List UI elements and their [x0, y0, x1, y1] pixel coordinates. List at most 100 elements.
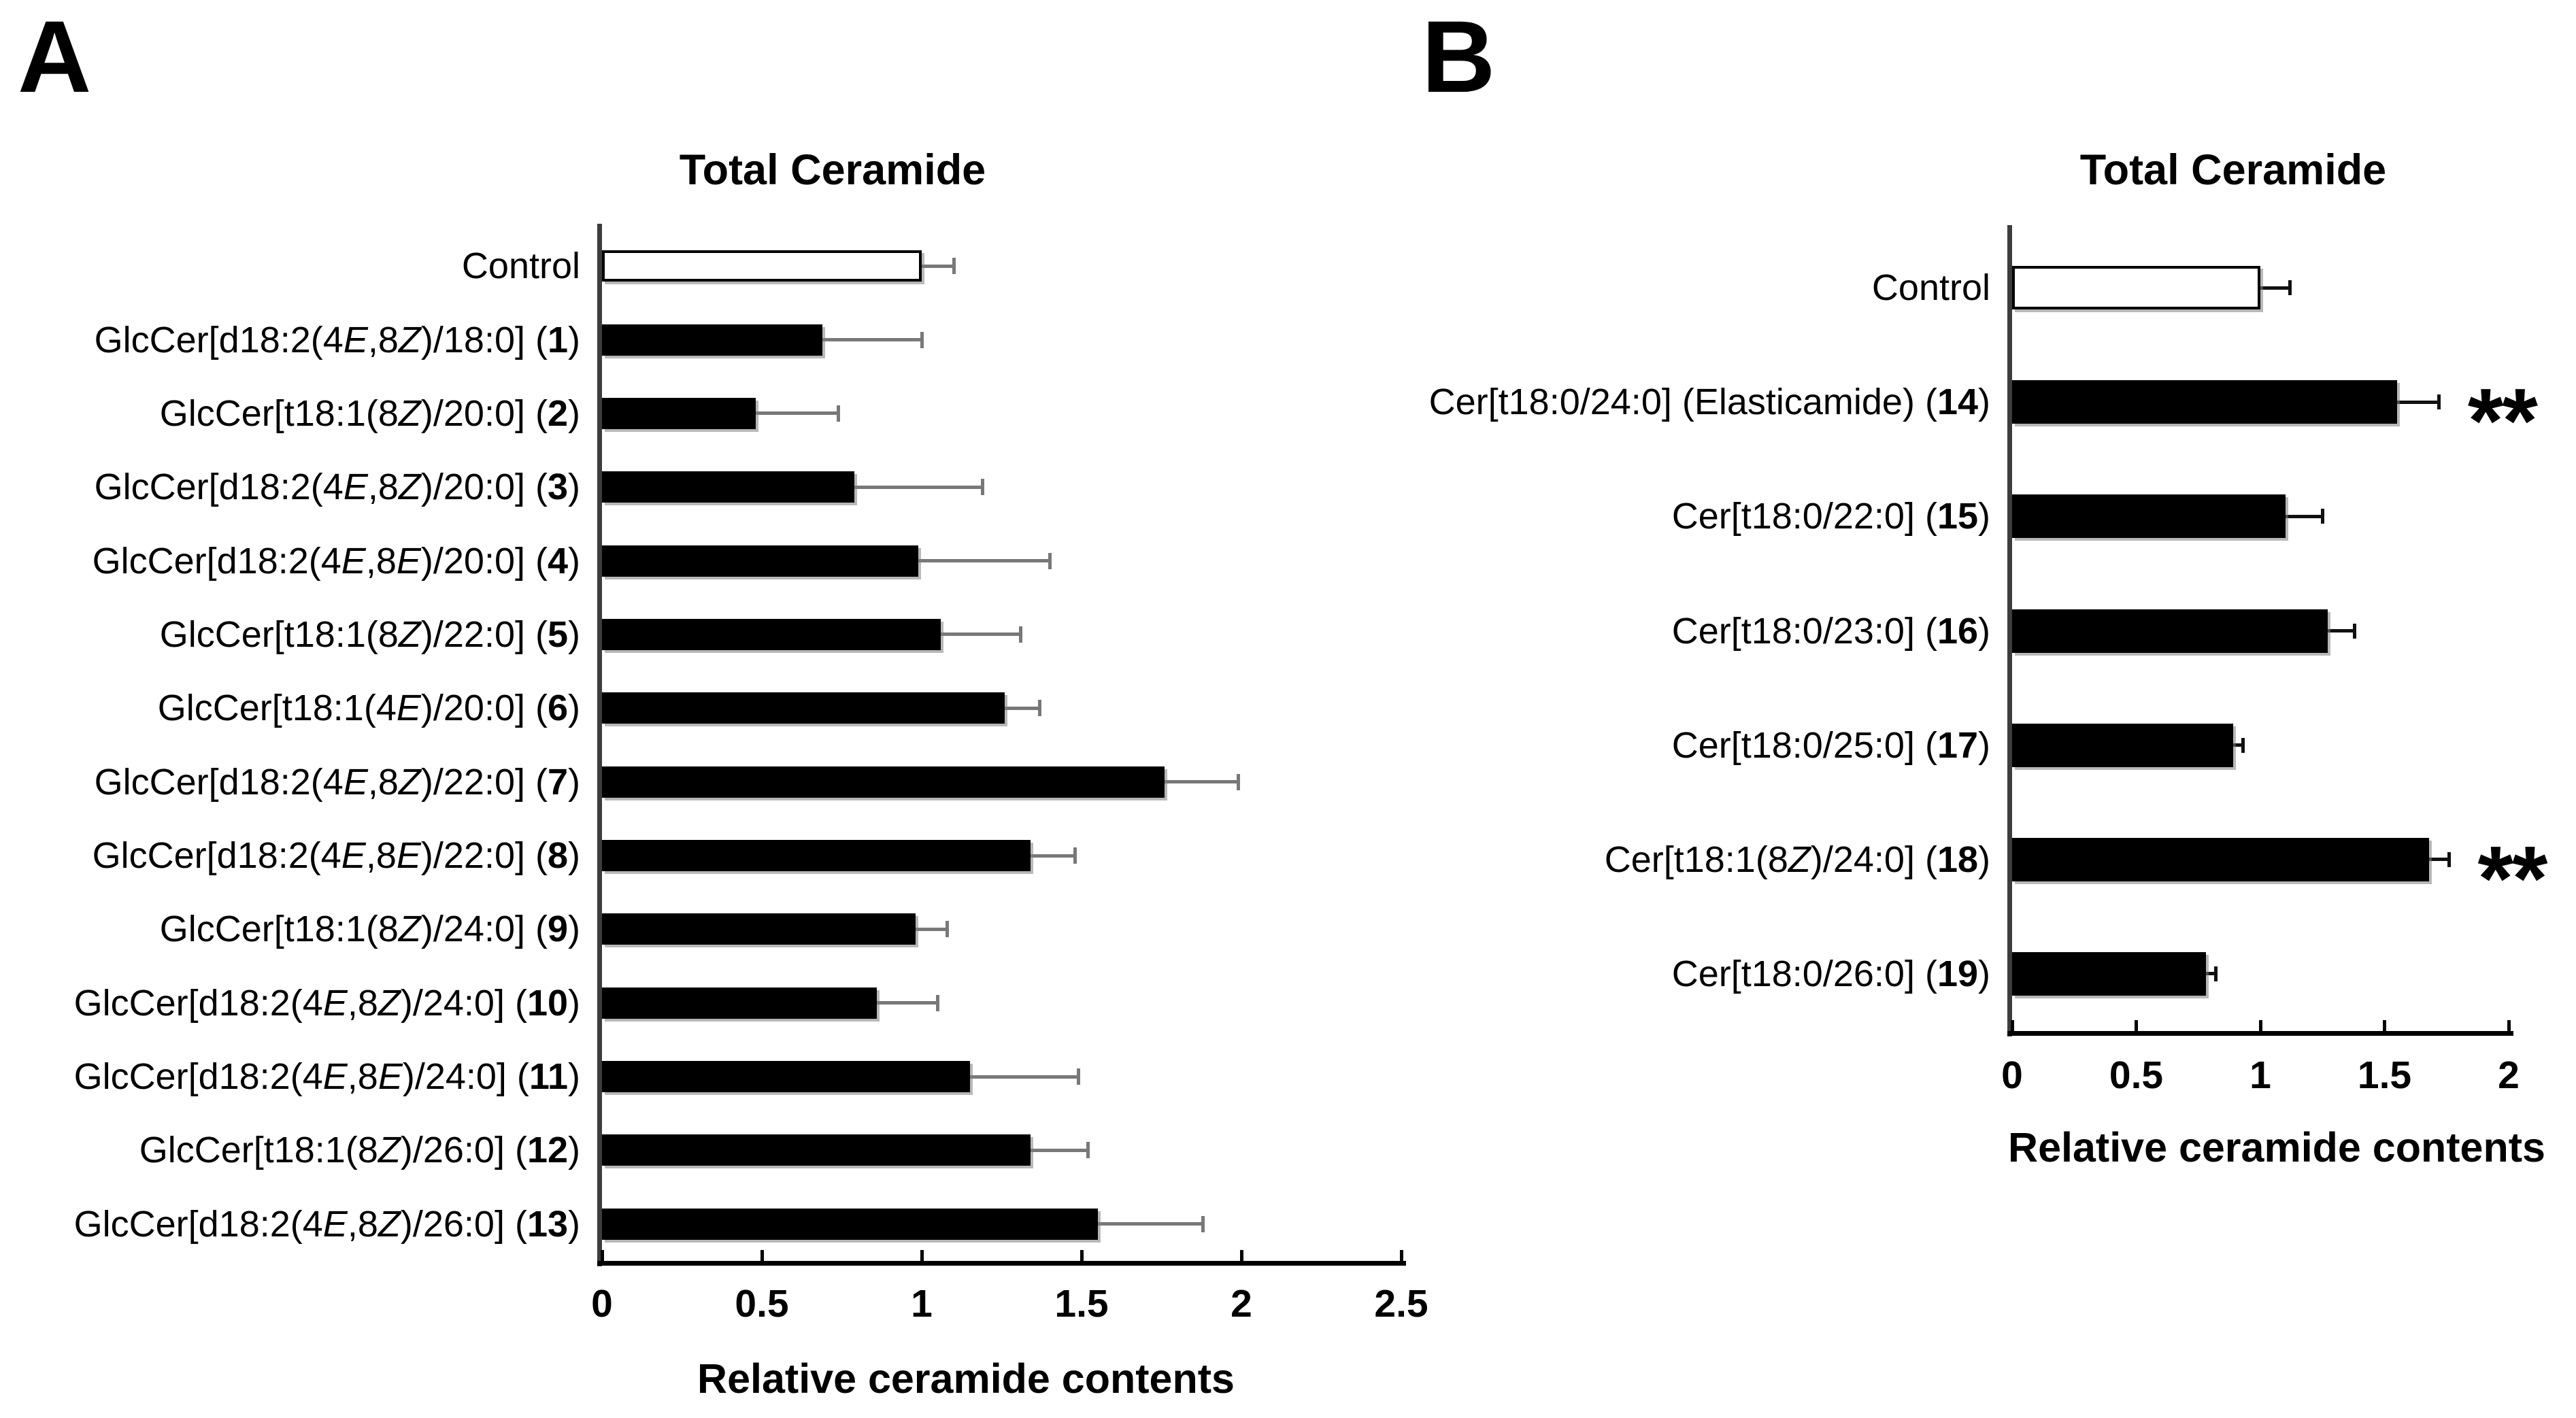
error-bar-cap — [1038, 700, 1042, 717]
x-axis-tick — [2010, 1020, 2014, 1034]
x-axis-tick — [1080, 1250, 1084, 1264]
error-bar-line — [917, 559, 1050, 563]
error-bar-line — [1003, 706, 1040, 710]
x-axis-tick-label: 0.5 — [2109, 1053, 2164, 1097]
error-bar-line — [939, 632, 1021, 637]
category-label: Cer[t18:0/23:0] (16) — [1671, 610, 1990, 652]
x-axis-tick-label: 2.5 — [1374, 1282, 1428, 1326]
bar — [2012, 951, 2206, 996]
category-label: Control — [1871, 267, 1990, 309]
bar — [602, 545, 919, 577]
x-axis-tick-label: 0 — [591, 1282, 613, 1326]
category-label: GlcCer[t18:1(8Z)/22:0] (5) — [159, 613, 580, 655]
error-bar-cap — [1076, 1068, 1080, 1085]
bar — [602, 913, 916, 945]
y-axis-line — [597, 224, 602, 1266]
error-bar-line — [2326, 629, 2355, 632]
error-bar-line — [754, 411, 839, 416]
x-axis-tick — [760, 1250, 764, 1264]
error-bar-cap — [946, 921, 950, 938]
x-axis-tick-label: 1.5 — [2357, 1053, 2412, 1097]
x-axis-line — [597, 1261, 1406, 1266]
error-bar-line — [2231, 743, 2243, 747]
bar — [602, 324, 823, 356]
y-axis-line — [2007, 225, 2012, 1036]
x-axis-tick-label: 1 — [2249, 1053, 2271, 1097]
bar — [602, 840, 1031, 872]
bar — [602, 1208, 1098, 1240]
panel-b-title: Total Ceramide — [2079, 146, 2387, 194]
category-label: GlcCer[d18:2(4E,8Z)/22:0] (7) — [94, 761, 580, 803]
error-bar-cap — [936, 994, 939, 1011]
bar — [2012, 837, 2430, 881]
category-label: GlcCer[d18:2(4E,8Z)/24:0] (10) — [73, 982, 580, 1024]
bar — [602, 1061, 970, 1093]
error-bar-line — [2395, 400, 2439, 404]
error-bar-cap — [1048, 552, 1052, 569]
error-bar-line — [1096, 1222, 1203, 1226]
x-axis-tick — [920, 1250, 924, 1264]
bar — [602, 618, 941, 650]
bar — [602, 692, 1005, 724]
x-axis-tick-label: 1 — [911, 1282, 933, 1326]
bar — [602, 766, 1165, 798]
error-bar-line — [875, 1001, 938, 1005]
error-bar-cap — [2288, 280, 2292, 296]
error-bar-cap — [1073, 847, 1077, 864]
x-axis-tick-label: 1.5 — [1054, 1282, 1109, 1326]
x-axis-tick — [2135, 1020, 2138, 1034]
error-bar-cap — [837, 405, 841, 422]
error-bar-line — [1028, 854, 1075, 858]
panel-a-letter: A — [18, 0, 92, 114]
category-label: GlcCer[t18:1(8Z)/20:0] (2) — [159, 392, 580, 434]
bar — [2012, 609, 2328, 653]
category-label: Cer[t18:0/26:0] (19) — [1671, 953, 1990, 994]
x-axis-tick-label: 2 — [1231, 1282, 1252, 1326]
bar — [602, 250, 922, 282]
x-axis-tick — [2258, 1020, 2262, 1034]
bar — [2012, 380, 2397, 424]
category-label: Cer[t18:1(8Z)/24:0] (18) — [1604, 839, 1990, 880]
error-bar-line — [914, 927, 948, 931]
error-bar-cap — [980, 479, 984, 496]
x-axis-tick — [2383, 1020, 2386, 1034]
bar — [2012, 723, 2233, 767]
error-bar-line — [2284, 514, 2323, 518]
error-bar-cap — [2241, 737, 2245, 753]
error-bar-line — [2259, 286, 2290, 290]
bar — [2012, 494, 2286, 539]
category-label: GlcCer[d18:2(4E,8E)/20:0] (4) — [92, 540, 580, 581]
error-bar-cap — [2353, 623, 2357, 639]
significance-marker: ** — [2477, 826, 2547, 930]
error-bar-cap — [920, 331, 924, 348]
panel-b-letter: B — [1422, 0, 1496, 114]
error-bar-cap — [2437, 394, 2441, 410]
category-label: GlcCer[t18:1(4E)/20:0] (6) — [157, 688, 580, 729]
bar — [602, 471, 855, 503]
category-label: Cer[t18:0/25:0] (17) — [1671, 724, 1990, 766]
error-bar-line — [2204, 972, 2216, 976]
error-bar-line — [821, 338, 922, 342]
error-bar-line — [1028, 1148, 1088, 1152]
panel-b-xaxis-label: Relative ceramide contents — [2008, 1124, 2545, 1170]
category-label: Control — [461, 246, 580, 287]
error-bar-line — [920, 264, 954, 268]
category-label: Cer[t18:0/22:0] (15) — [1671, 496, 1990, 537]
error-bar-line — [2428, 858, 2449, 862]
significance-marker: ** — [2467, 369, 2538, 473]
x-axis-tick — [1239, 1250, 1243, 1264]
category-label: GlcCer[d18:2(4E,8E)/22:0] (8) — [92, 835, 580, 877]
panel-a-title: Total Ceramide — [679, 146, 986, 194]
error-bar-cap — [1236, 773, 1240, 790]
bar — [2012, 266, 2260, 310]
bar — [602, 397, 756, 429]
category-label: GlcCer[d18:2(4E,8E)/24:0] (11) — [73, 1056, 580, 1098]
category-label: GlcCer[d18:2(4E,8Z)/18:0] (1) — [94, 319, 580, 360]
panel-a-xaxis-label: Relative ceramide contents — [697, 1355, 1235, 1402]
error-bar-cap — [952, 258, 956, 275]
error-bar-line — [968, 1075, 1079, 1079]
category-label: GlcCer[d18:2(4E,8Z)/26:0] (13) — [73, 1203, 580, 1245]
x-axis-tick-label: 0 — [2001, 1053, 2023, 1097]
x-axis-tick — [2507, 1020, 2511, 1034]
